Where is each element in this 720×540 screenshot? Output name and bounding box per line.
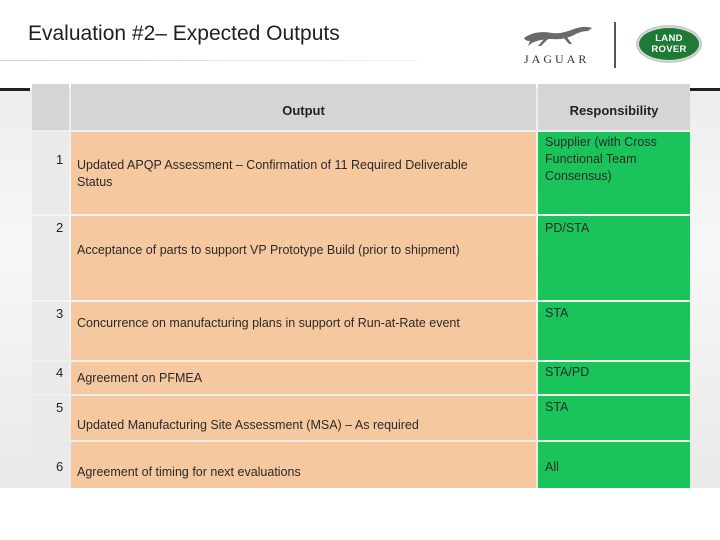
row-output-cell: Updated APQP Assessment – Confirmation o… [71,132,536,214]
row-number-cell: 4 [32,362,69,394]
table-row: 1 Updated APQP Assessment – Confirmation… [32,132,690,214]
row-responsibility-cell: STA/PD [538,362,690,394]
row-output-text: Concurrence on manufacturing plans in su… [77,316,460,330]
row-number-cell: 3 [32,302,69,360]
jaguar-logo: JAGUAR [518,22,598,66]
header-output-label: Output [282,103,325,118]
header-output-cell: Output [71,84,536,130]
row-output-cell: Agreement on PFMEA [71,362,536,394]
jaguar-wordmark: JAGUAR [524,52,590,66]
table-row: 4 Agreement on PFMEA STA/PD [32,362,690,394]
header-number-cell [32,84,69,130]
accent-bar-right [690,88,720,91]
row-number-cell: 6 [32,442,69,488]
row-output-cell: Concurrence on manufacturing plans in su… [71,302,536,360]
leaping-jaguar-icon [524,26,592,46]
row-number-cell: 2 [32,216,69,300]
row-responsibility-text: PD/STA [545,221,590,235]
row-output-cell: Acceptance of parts to support VP Protot… [71,216,536,300]
row-responsibility-cell: All [538,442,690,488]
row-responsibility-text: Supplier (with Cross Functional Team Con… [545,135,657,183]
row-responsibility-cell: STA [538,302,690,360]
row-output-cell: Updated Manufacturing Site Assessment (M… [71,396,536,440]
row-output-text: Acceptance of parts to support VP Protot… [77,243,460,257]
table-header-row: Output Responsibility [32,84,690,130]
row-responsibility-text: STA/PD [545,365,590,379]
land-rover-line1: LAND [655,33,683,44]
row-output-text: Agreement of timing for next evaluations [77,465,301,479]
row-output-cell: Agreement of timing for next evaluations [71,442,536,488]
row-output-text: Agreement on PFMEA [77,371,203,385]
header-responsibility-cell: Responsibility [538,84,690,130]
row-output-text: Updated Manufacturing Site Assessment (M… [77,418,419,432]
table-row: 3 Concurrence on manufacturing plans in … [32,302,690,360]
row-responsibility-text: STA [545,400,569,414]
table-row: 5 Updated Manufacturing Site Assessment … [32,396,690,440]
table-row: 2 Acceptance of parts to support VP Prot… [32,216,690,300]
row-responsibility-text: STA [545,306,569,320]
row-responsibility-cell: Supplier (with Cross Functional Team Con… [538,132,690,214]
row-responsibility-cell: PD/STA [538,216,690,300]
row-number: 3 [56,306,64,321]
row-number: 2 [56,220,64,235]
slide-title: Evaluation #2– Expected Outputs [28,22,340,45]
row-output-text: Updated APQP Assessment – Confirmation o… [77,158,468,189]
accent-bar-left [0,88,30,91]
land-rover-line2: ROVER [651,44,687,55]
row-number: 4 [56,365,64,380]
row-responsibility-cell: STA [538,396,690,440]
row-number: 5 [56,400,64,415]
header-responsibility-label: Responsibility [569,103,659,118]
logo-divider [614,22,616,68]
row-responsibility-text: All [545,460,559,474]
land-rover-oval: LAND ROVER [636,25,702,63]
table-row: 6 Agreement of timing for next evaluatio… [32,442,690,488]
title-underline [0,60,420,61]
row-number: 6 [56,459,64,474]
land-rover-logo: LAND ROVER [636,25,702,63]
row-number: 1 [56,152,64,167]
row-number-cell: 1 [32,132,69,214]
row-number-cell: 5 [32,396,69,440]
